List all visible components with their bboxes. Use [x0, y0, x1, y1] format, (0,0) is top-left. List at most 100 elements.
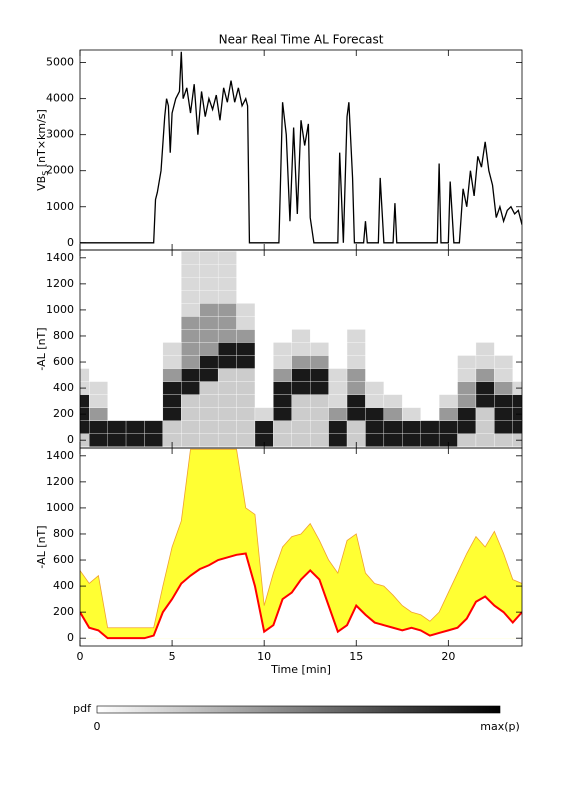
density-cell — [217, 407, 237, 421]
plot-area — [80, 251, 522, 447]
colorbar-max: max(p) — [480, 720, 520, 733]
density-cell — [475, 342, 495, 356]
density-cell — [181, 420, 200, 434]
density-cell — [162, 381, 182, 395]
density-cell — [254, 420, 274, 434]
density-cell — [181, 303, 200, 317]
density-cell — [89, 420, 108, 434]
density-cell — [291, 329, 311, 343]
density-cell — [144, 433, 164, 447]
density-cell — [365, 394, 385, 408]
density-cell — [181, 407, 200, 421]
density-cell — [402, 433, 421, 447]
density-cell — [125, 433, 145, 447]
density-cell — [457, 394, 477, 408]
colorbar — [96, 705, 501, 714]
density-cell — [217, 381, 237, 395]
colorbar-label: pdf — [73, 702, 92, 715]
y-tick-label: 600 — [53, 553, 74, 566]
density-cell — [273, 433, 292, 447]
y-tick-label: 600 — [53, 355, 74, 368]
density-cell — [365, 433, 385, 447]
density-cell — [310, 433, 329, 447]
y-tick-label: 0 — [67, 236, 74, 249]
density-cell — [494, 433, 513, 447]
density-cell — [475, 368, 495, 382]
x-axis-label: Time [min] — [270, 663, 331, 676]
density-cell — [457, 368, 477, 382]
density-cell — [199, 420, 219, 434]
density-cell — [199, 290, 219, 304]
y-tick-label: 1000 — [46, 200, 74, 213]
density-cell — [89, 381, 108, 395]
density-cell — [457, 407, 477, 421]
y-tick-label: 200 — [53, 605, 74, 618]
density-cell — [236, 329, 256, 343]
density-cell — [291, 420, 311, 434]
y-tick-label: 1000 — [46, 303, 74, 316]
y-tick-label: 3000 — [46, 128, 74, 141]
density-cell — [494, 407, 513, 421]
density-cell — [365, 381, 385, 395]
density-cell — [199, 303, 219, 317]
density-cell — [162, 355, 182, 369]
density-cell — [199, 407, 219, 421]
density-cell — [181, 368, 200, 382]
density-cell — [217, 355, 237, 369]
density-cell — [199, 433, 219, 447]
density-cell — [217, 264, 237, 278]
density-cell — [438, 407, 458, 421]
density-cell — [328, 394, 348, 408]
density-cell — [162, 368, 182, 382]
density-cell — [199, 368, 219, 382]
density-cell — [291, 394, 311, 408]
density-cell — [236, 394, 256, 408]
density-cell — [310, 381, 329, 395]
plot-area — [80, 51, 522, 244]
density-cell — [291, 368, 311, 382]
density-cell — [365, 407, 385, 421]
density-cell — [181, 381, 200, 395]
density-cell — [328, 381, 348, 395]
density-cell — [217, 368, 237, 382]
data-line — [80, 51, 522, 244]
density-cell — [144, 420, 164, 434]
x-tick-label: 20 — [441, 650, 455, 663]
density-cell — [273, 342, 292, 356]
x-tick-label: 0 — [77, 650, 84, 663]
density-cell — [199, 394, 219, 408]
density-cell — [236, 368, 256, 382]
density-cell — [236, 316, 256, 330]
density-cell — [89, 433, 108, 447]
density-cell — [346, 329, 366, 343]
x-tick-label: 15 — [349, 650, 363, 663]
density-cell — [236, 407, 256, 421]
density-cell — [107, 433, 127, 447]
density-cell — [181, 290, 200, 304]
density-cell — [273, 420, 292, 434]
density-cell — [328, 407, 348, 421]
density-cell — [494, 355, 513, 369]
density-cell — [236, 433, 256, 447]
y-label-sub: S — [41, 171, 50, 176]
density-cell — [420, 420, 440, 434]
density-cell — [291, 355, 311, 369]
density-cell — [181, 251, 200, 265]
y-tick-label: 1000 — [46, 501, 74, 514]
density-cell — [217, 394, 237, 408]
density-cell — [383, 433, 403, 447]
density-cell — [162, 420, 182, 434]
density-cell — [273, 368, 292, 382]
y-tick-label: 0 — [67, 433, 74, 446]
y-axis-label: -AL [nT] — [35, 327, 48, 370]
density-cell — [236, 342, 256, 356]
lower-line — [80, 552, 522, 640]
density-cell — [402, 420, 421, 434]
y-tick-label: 1400 — [46, 251, 74, 264]
density-cell — [217, 290, 237, 304]
density-cell — [346, 407, 366, 421]
density-cell — [162, 342, 182, 356]
y-tick-label: 4000 — [46, 92, 74, 105]
density-cell — [199, 277, 219, 291]
